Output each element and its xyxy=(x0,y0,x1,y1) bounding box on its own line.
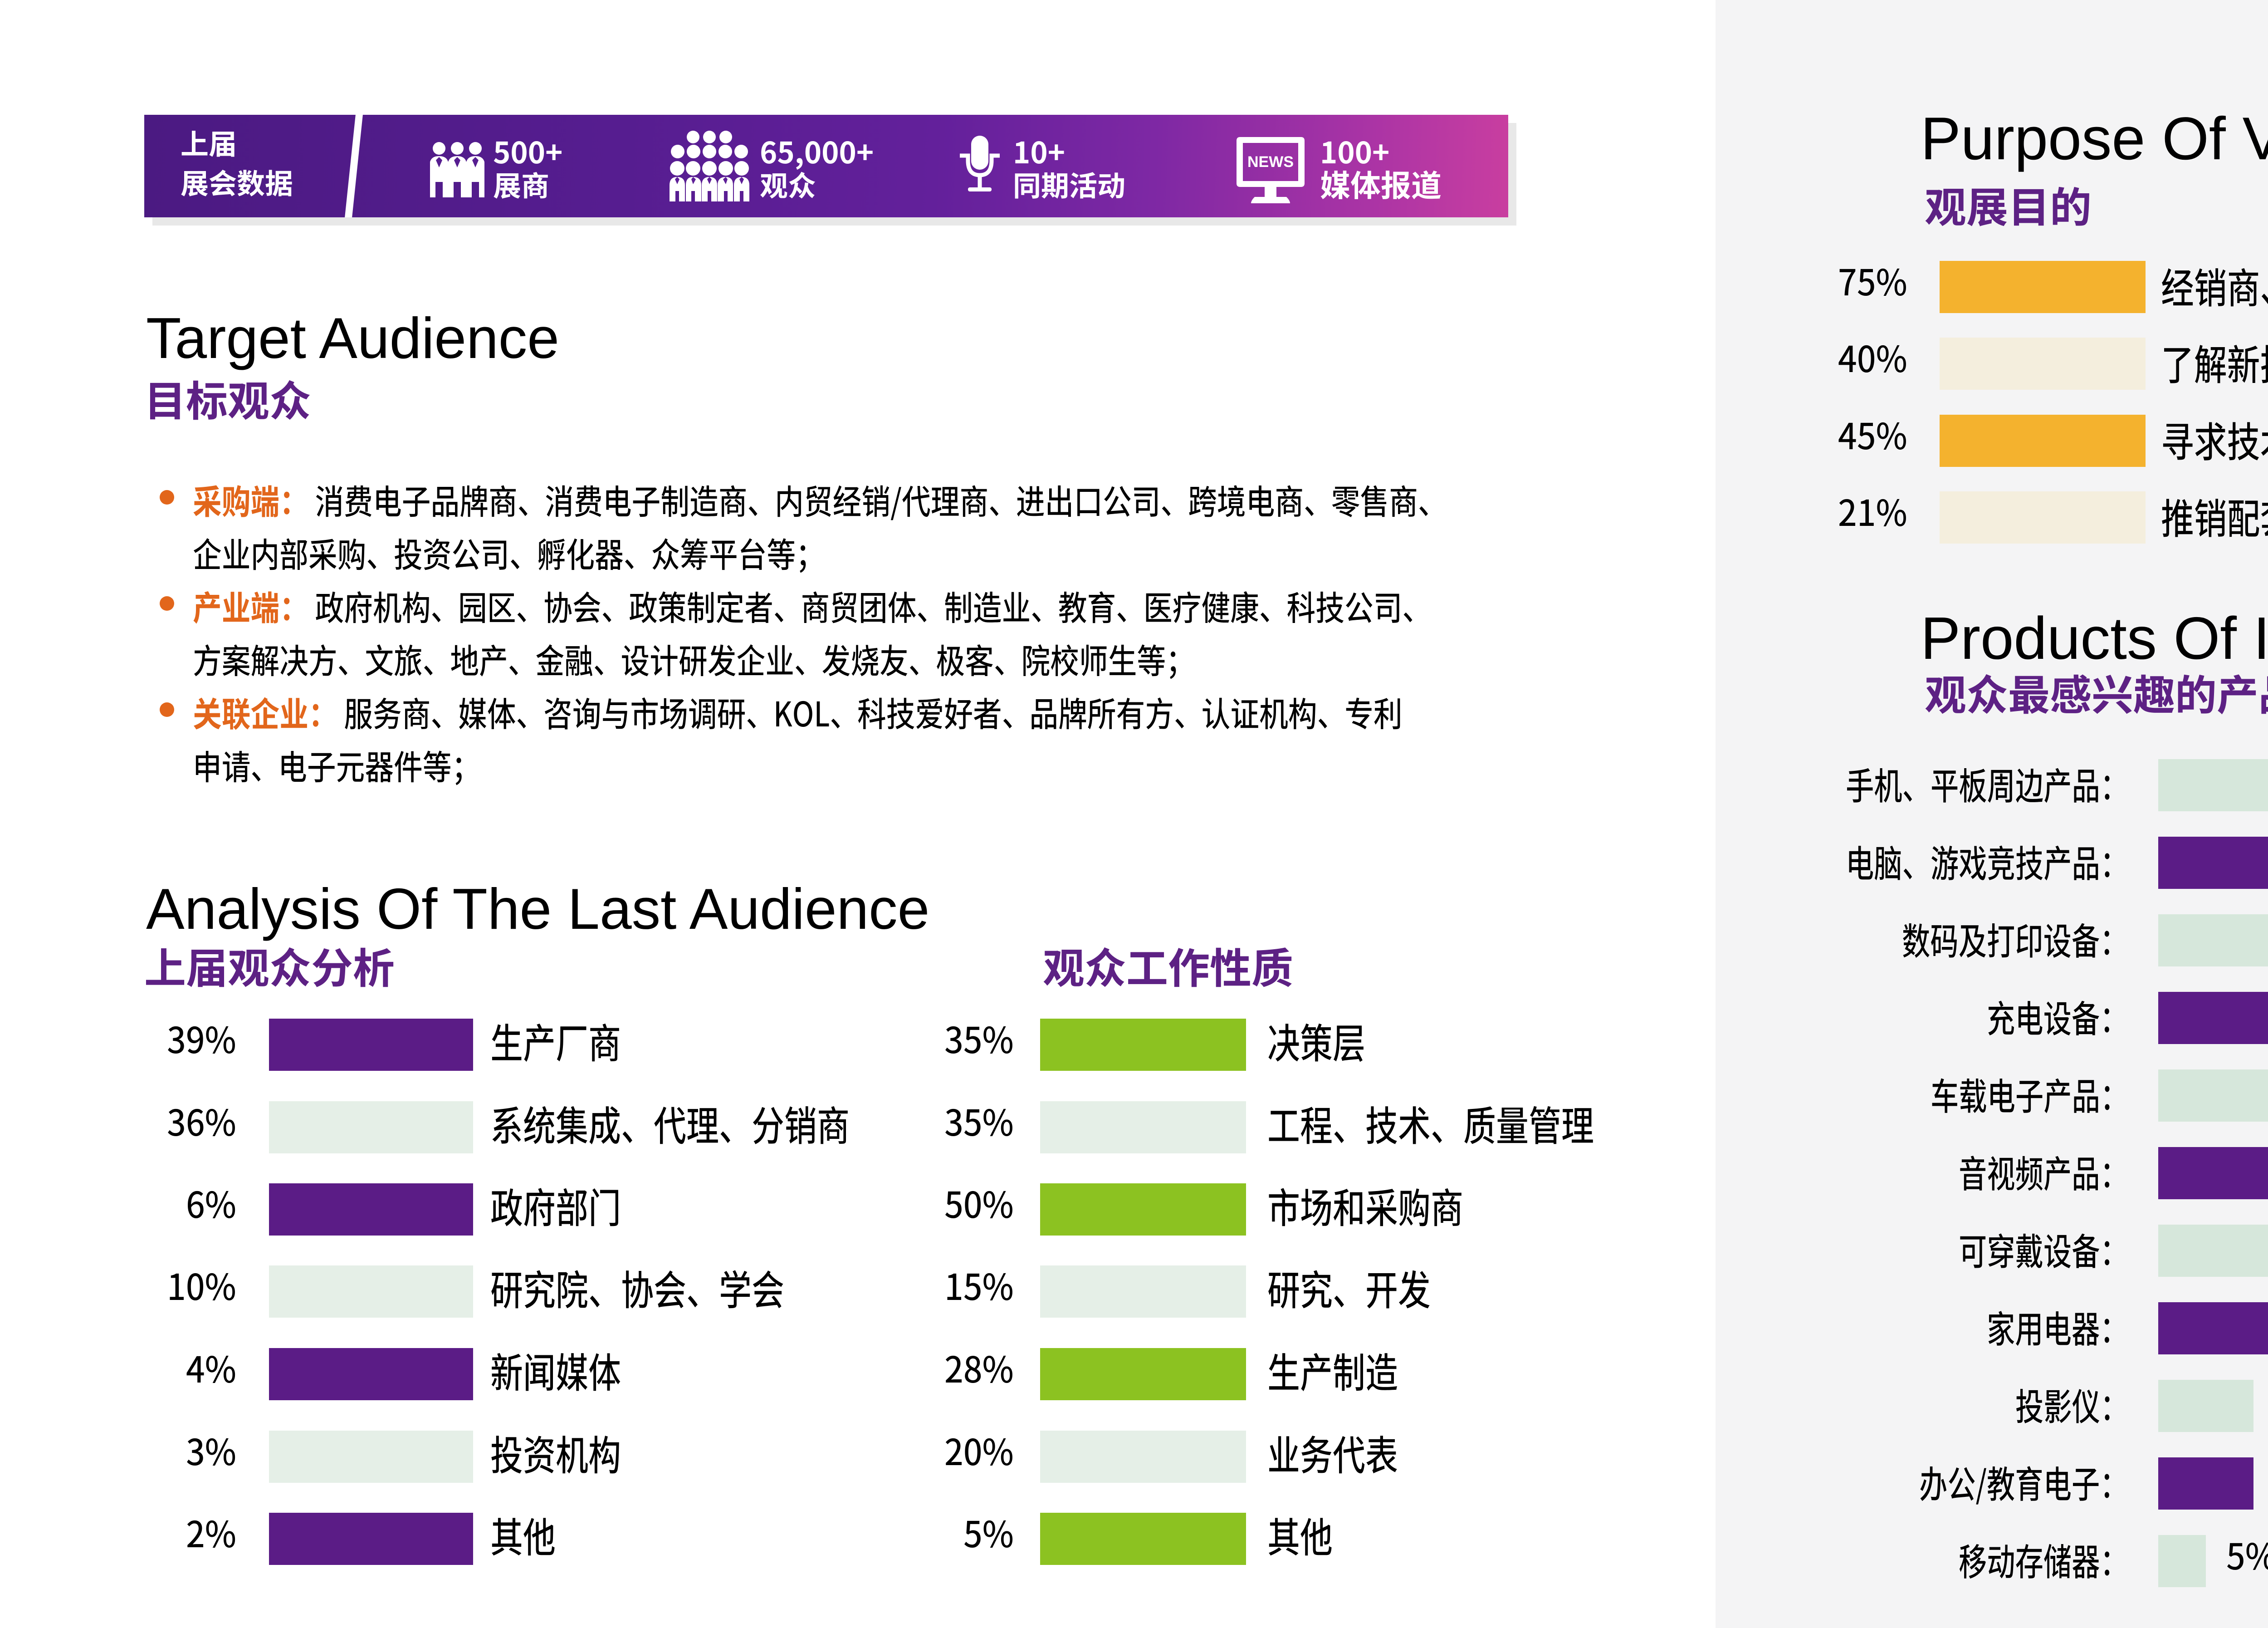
svg-text:NEWS: NEWS xyxy=(1247,153,1294,171)
